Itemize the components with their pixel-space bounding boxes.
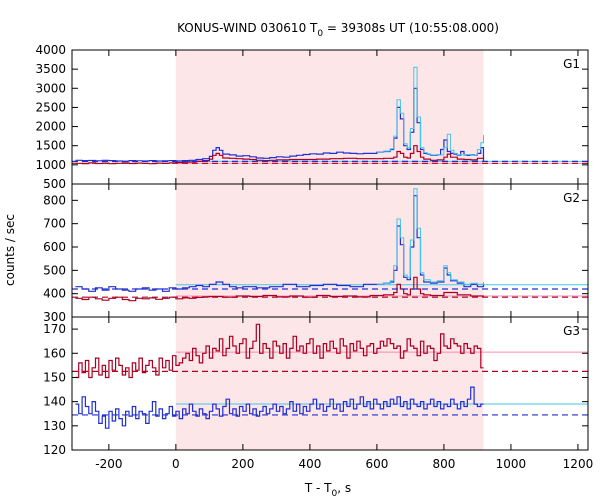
y-tick-label: 3500 [35,62,66,76]
y-tick-label: 130 [43,419,66,433]
panel-g1: 500 1000 1500 2000 2500 3000 3500 4000 G1 [35,43,589,191]
series-red [75,323,484,379]
y-tick-label: 600 [43,240,66,254]
y-tick-label: 1000 [35,158,66,172]
y-tick-label: 160 [43,346,66,360]
panel-g2: 300 400 500 600 700 800 G2 [43,183,589,324]
x-tick-label: 200 [231,457,254,471]
series-cyan [376,66,484,156]
panel-label: G2 [563,191,580,205]
xlabel-subscript: 0 [332,489,338,499]
y-tick-label: 3000 [35,81,66,95]
title-prefix: KONUS-WIND 030610 T [177,21,318,35]
panel-label: G3 [563,324,580,338]
y-tick-label: 4000 [35,43,66,57]
y-tick-label: 500 [43,177,66,191]
y-tick-label: 1500 [35,139,66,153]
panels-group: 5001000150020002500300035004000G13004005… [35,43,593,471]
panel-label: G1 [563,57,580,71]
title-suffix: = 39308s UT (10:55:08.000) [323,21,499,35]
y-axis-label: counts / sec [3,214,17,286]
highlight-band [175,184,484,317]
y-tick-label: 150 [43,370,66,384]
xlabel-prefix: T - T [304,481,332,495]
x-tick-label: 0 [172,457,180,471]
series-cyan [376,188,484,285]
title-subscript: 0 [317,29,323,39]
xlabel-suffix: , s [337,481,351,495]
y-tick-label: 700 [43,217,66,231]
y-tick-label: 2000 [35,120,66,134]
y-tick-label: 400 [43,287,66,301]
x-axis-label: T - T0, s [304,481,351,499]
y-tick-label: 300 [43,310,66,324]
highlight-band [175,317,484,450]
panel-frame [71,316,589,451]
y-tick-label: 140 [43,395,66,409]
y-tick-label: 170 [43,322,66,336]
x-tick-label: 1200 [563,457,594,471]
x-tick-label: 600 [365,457,388,471]
series-blue [75,386,484,429]
y-tick-label: 800 [43,193,66,207]
series-red [75,276,485,302]
x-tick-label: -200 [95,457,122,471]
panel-g3: 120 130 140 150 160 170 G3 [43,316,589,457]
x-tick-label: 800 [432,457,455,471]
y-tick-label: 2500 [35,100,66,114]
y-tick-label: 120 [43,443,66,457]
chart-title: KONUS-WIND 030610 T0 = 39308s UT (10:55:… [177,21,499,39]
y-tick-label: 500 [43,263,66,277]
x-tick-label: 1000 [496,457,527,471]
x-tick-label: 400 [298,457,321,471]
